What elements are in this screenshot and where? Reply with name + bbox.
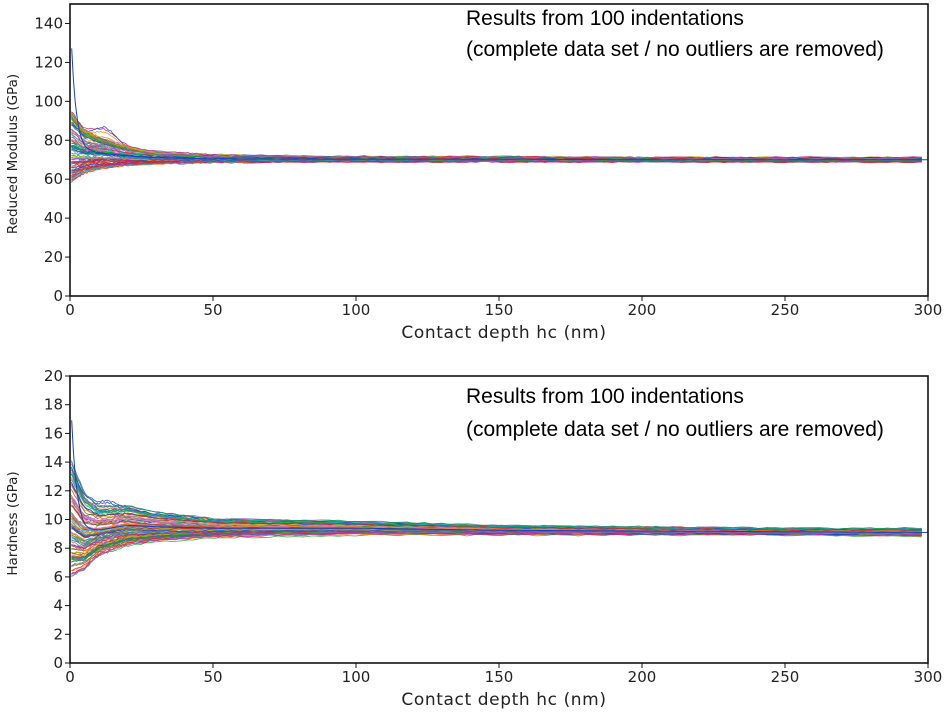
indentation-curve [71, 119, 922, 159]
x-tick-label: 300 [914, 301, 943, 319]
indentation-curve [71, 531, 922, 575]
modulus-annotation-line-1: Results from 100 indentations [466, 7, 744, 30]
indentation-curve [71, 118, 922, 160]
indentation-curve [71, 117, 922, 160]
hardness-y-axis-label: Hardness (GPa) [5, 471, 21, 575]
x-tick-label: 150 [485, 301, 514, 319]
indentation-curve [71, 159, 922, 182]
y-tick-label: 20 [44, 367, 63, 385]
indentation-curve [71, 115, 922, 160]
modulus-chart: 0 50 100 150 200 250 300 0 20 40 60 80 100 120 140 Co… [5, 3, 942, 343]
hardness-annotation-line-1: Results from 100 indentations [466, 385, 744, 408]
modulus-annotation-line-2: (complete data set / no outliers are rem… [466, 38, 884, 61]
indentation-curve [71, 113, 922, 159]
modulus-x-axis: 0 50 100 150 200 250 300 [65, 296, 942, 319]
x-tick-label: 250 [771, 668, 800, 686]
modulus-y-axis: 0 20 40 60 80 100 120 140 [34, 14, 70, 305]
indentation-curve [71, 531, 922, 577]
y-tick-label: 100 [34, 92, 63, 110]
modulus-x-axis-label: Contact depth hc (nm) [401, 323, 606, 343]
hardness-x-axis-label: Contact depth hc (nm) [401, 690, 606, 710]
y-tick-label: 0 [53, 654, 63, 672]
hardness-curves [71, 420, 928, 577]
y-tick-label: 80 [44, 131, 63, 149]
y-tick-label: 2 [53, 625, 63, 643]
y-tick-label: 12 [44, 482, 63, 500]
hardness-y-axis: 0 2 4 6 8 10 12 14 16 18 20 [44, 367, 70, 672]
y-tick-label: 4 [53, 597, 63, 615]
x-tick-label: 50 [203, 301, 222, 319]
hardness-x-axis: 0 50 100 150 200 250 300 [65, 663, 942, 686]
y-tick-label: 16 [44, 424, 63, 442]
y-tick-label: 18 [44, 396, 63, 414]
indentation-curve [71, 533, 922, 577]
modulus-curves [71, 48, 928, 183]
y-tick-label: 120 [34, 53, 63, 71]
hardness-annotation-line-2: (complete data set / no outliers are rem… [466, 418, 884, 441]
indentation-curve [71, 484, 922, 532]
outlier-curve [71, 48, 928, 161]
y-tick-label: 10 [44, 511, 63, 529]
indentation-curve [71, 160, 922, 179]
x-tick-label: 300 [914, 668, 943, 686]
y-tick-label: 14 [44, 453, 63, 471]
y-tick-label: 140 [34, 14, 63, 32]
indentation-curve [71, 530, 922, 550]
y-tick-label: 60 [44, 170, 63, 188]
hardness-chart: 0 50 100 150 200 250 300 0 2 4 6 8 10 12 14 16 18 20 Con… [5, 367, 942, 710]
indentation-curve [71, 148, 922, 160]
indentation-curve [71, 473, 922, 532]
indentation-curve [71, 114, 922, 161]
indentation-curve [71, 118, 922, 160]
x-tick-label: 50 [203, 668, 222, 686]
indentation-curve [71, 128, 922, 160]
x-tick-label: 250 [771, 301, 800, 319]
x-tick-label: 150 [485, 668, 514, 686]
y-tick-label: 40 [44, 209, 63, 227]
indentation-curve [71, 111, 922, 159]
y-tick-label: 8 [53, 539, 63, 557]
x-tick-label: 0 [65, 668, 75, 686]
outlier-curve [71, 420, 928, 533]
indentation-curve [71, 113, 922, 161]
indentation-curve [71, 464, 922, 530]
indentation-curve [71, 159, 922, 180]
x-tick-label: 100 [342, 301, 371, 319]
x-tick-label: 200 [628, 301, 657, 319]
x-tick-label: 100 [342, 668, 371, 686]
y-tick-label: 20 [44, 248, 63, 266]
y-tick-label: 0 [53, 287, 63, 305]
y-tick-label: 6 [53, 568, 63, 586]
x-tick-label: 0 [65, 301, 75, 319]
modulus-y-axis-label: Reduced Modulus (GPa) [5, 74, 21, 234]
x-tick-label: 200 [628, 668, 657, 686]
